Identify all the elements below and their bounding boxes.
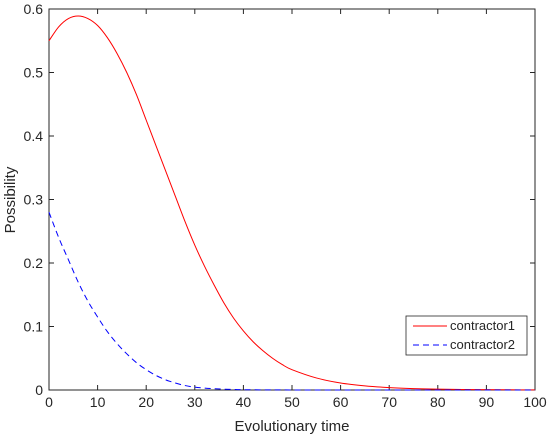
y-tick-label: 0.3 [24,192,44,208]
x-tick-label: 50 [284,394,300,410]
y-axis-ticks: 0 0.1 0.2 0.3 0.4 0.5 0.6 [24,1,535,398]
y-tick-label: 0 [35,382,43,398]
x-tick-label: 90 [479,394,495,410]
x-tick-label: 70 [381,394,397,410]
x-tick-label: 10 [90,394,106,410]
x-tick-label: 0 [45,394,53,410]
x-tick-label: 20 [138,394,154,410]
legend: contractor1 contractor2 [405,315,528,356]
y-axis-label: Possibility [2,166,19,233]
x-tick-label: 40 [236,394,252,410]
x-tick-label: 60 [333,394,349,410]
x-tick-label: 80 [430,394,446,410]
x-axis-label: Evolutionary time [234,418,349,435]
series-layer [48,15,536,391]
y-tick-label: 0.1 [24,319,44,335]
y-tick-label: 0.4 [24,128,44,144]
y-tick-label: 0.5 [24,65,44,81]
legend-label-contractor2: contractor2 [450,337,515,352]
y-tick-label: 0.6 [24,1,44,17]
series-line-contractor2 [48,212,535,391]
series-line-contractor1 [48,15,536,391]
legend-box [405,315,528,356]
legend-label-contractor1: contractor1 [450,318,515,333]
x-tick-label: 100 [523,394,547,410]
x-tick-label: 30 [187,394,203,410]
x-axis-ticks: 0 10 20 30 40 50 60 70 80 90 100 [45,9,547,410]
y-tick-label: 0.2 [24,255,44,271]
